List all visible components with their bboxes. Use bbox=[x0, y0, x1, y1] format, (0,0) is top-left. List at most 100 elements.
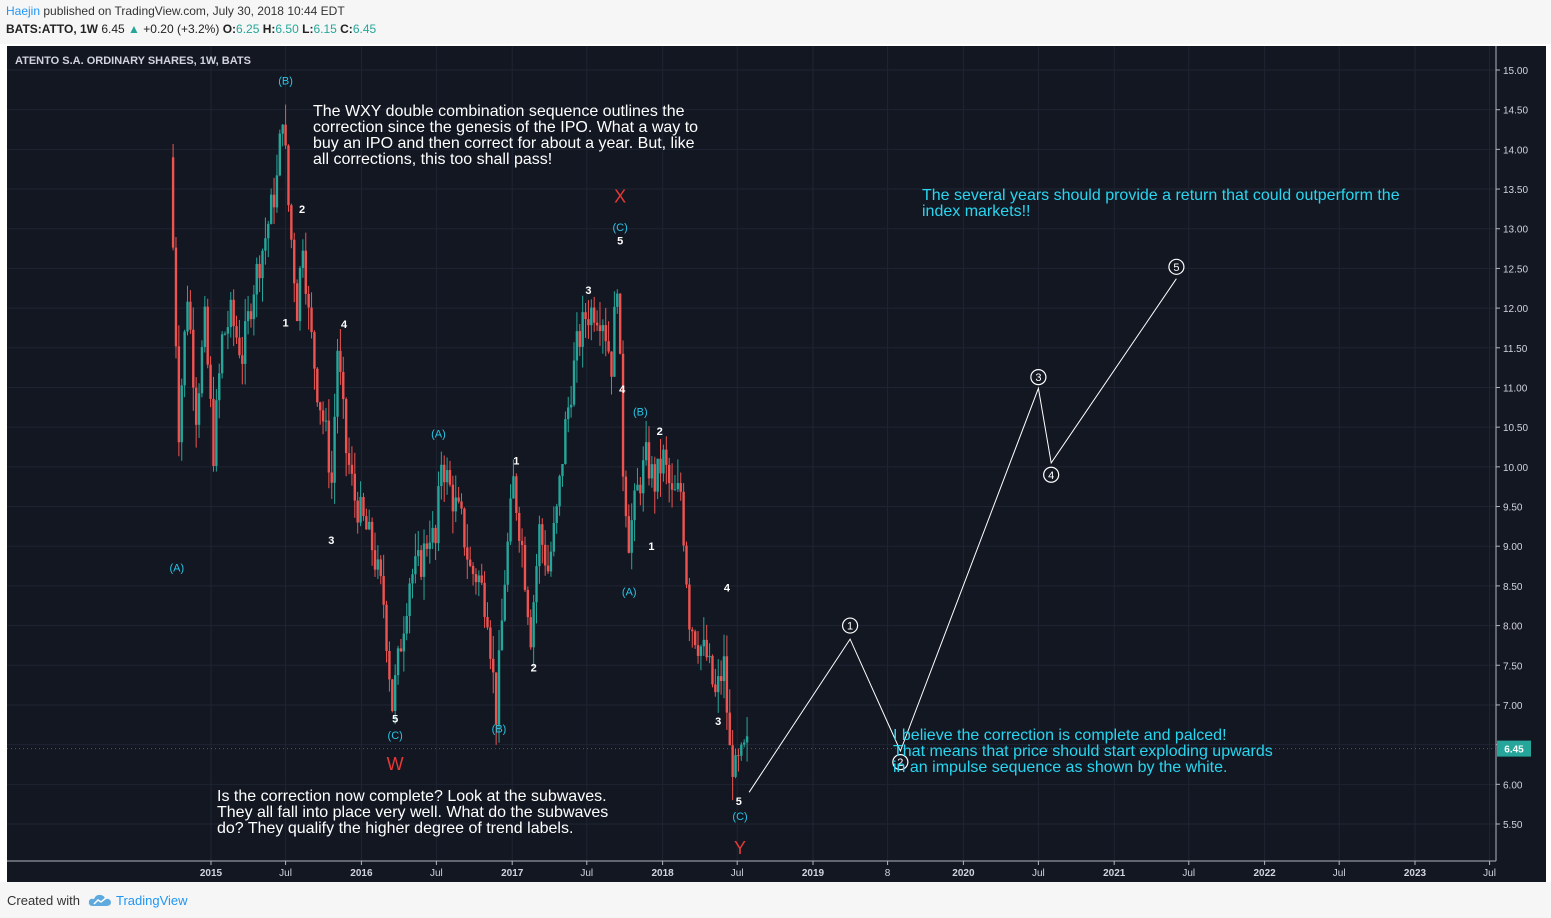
candle-body bbox=[682, 491, 685, 546]
wave-label: 5 bbox=[392, 713, 398, 725]
candle-body bbox=[711, 655, 714, 685]
candle-body bbox=[477, 575, 481, 583]
projection-circle bbox=[892, 753, 909, 771]
candle-body bbox=[206, 306, 209, 365]
wave-label: 4 bbox=[619, 384, 626, 396]
candle-body bbox=[405, 615, 408, 634]
candle-body bbox=[194, 387, 198, 425]
candle-body bbox=[670, 483, 674, 490]
candle-body bbox=[647, 442, 651, 479]
note-wxy-line: correction since the genesis of the IPO.… bbox=[313, 119, 698, 136]
candle-body bbox=[659, 458, 662, 474]
candle-body bbox=[480, 575, 483, 583]
candle-body bbox=[393, 675, 397, 711]
candle-body bbox=[353, 473, 357, 501]
candle-body bbox=[731, 745, 734, 777]
candle-body bbox=[618, 293, 622, 354]
annotation-notes: The WXY double combination sequence outl… bbox=[217, 103, 1400, 837]
y-tick-label: 5.50 bbox=[1503, 820, 1523, 831]
candle-body bbox=[258, 263, 261, 279]
low-label: L: bbox=[302, 22, 314, 36]
price-chart[interactable]: ATENTO S.A. ORDINARY SHARES, 1W, BATS 12… bbox=[7, 46, 1546, 882]
candle-body bbox=[200, 346, 204, 394]
candle-body bbox=[189, 301, 192, 330]
y-axis: 15.00 14.50 14.00 13.50 13.00 12.50 12.00 11.50… bbox=[1496, 66, 1528, 831]
chart-grid bbox=[7, 46, 1496, 861]
candle-body bbox=[359, 496, 362, 523]
candle-body bbox=[445, 470, 449, 483]
wave-label: (A) bbox=[169, 563, 184, 575]
candle-body bbox=[370, 521, 374, 551]
candle-body bbox=[278, 133, 282, 176]
projection-label: 1 bbox=[847, 621, 853, 633]
x-tick-label: Jul bbox=[580, 868, 593, 879]
candle-body bbox=[327, 420, 331, 473]
open-value: 6.25 bbox=[236, 22, 260, 36]
note-subwaves-line: They all fall into place very well. What… bbox=[217, 804, 608, 821]
y-tick-label: 14.50 bbox=[1503, 106, 1528, 117]
close-value: 6.45 bbox=[352, 22, 377, 36]
candle-body bbox=[272, 194, 276, 208]
candle-body bbox=[518, 512, 521, 541]
candle-body bbox=[414, 556, 417, 575]
candle-body bbox=[203, 306, 207, 347]
wave-labels-group: (A) (B) 1 2 3 4 5 (C) W (A) (B) 1 2 3 X (C) 5 4 (B) 2 (A) 1 4 3… bbox=[169, 75, 747, 858]
tradingview-link[interactable]: TradingView bbox=[88, 890, 188, 910]
candle-body bbox=[607, 341, 610, 352]
last-price: 6.45 bbox=[101, 22, 125, 36]
candle-body bbox=[468, 559, 472, 566]
candle-body bbox=[192, 329, 195, 388]
candle-body bbox=[388, 650, 391, 680]
note-impulse-line: That means that price should start explo… bbox=[893, 743, 1273, 760]
candle-body bbox=[443, 464, 446, 483]
candle-body bbox=[457, 497, 460, 502]
candle-body bbox=[298, 267, 302, 322]
candle-body bbox=[290, 205, 293, 240]
x-tick-label: Jul bbox=[731, 868, 744, 879]
candle-body bbox=[287, 145, 290, 206]
candle-body bbox=[624, 476, 628, 517]
candle-body bbox=[434, 527, 437, 544]
candle-body bbox=[373, 550, 377, 570]
candle-body bbox=[702, 639, 706, 647]
tradingview-brand[interactable]: TradingView bbox=[116, 892, 188, 908]
candle-body bbox=[662, 449, 665, 474]
note-wxy-line: all corrections, this too shall pass! bbox=[313, 151, 552, 168]
x-tick-label: 2016 bbox=[350, 868, 373, 879]
x-tick-label: 2022 bbox=[1253, 868, 1276, 879]
candle-body bbox=[722, 656, 726, 682]
symbol-quote-line: BATS:ATTO, 1W 6.45 ▲ +0.20 (+3.2%) O:6.2… bbox=[6, 22, 376, 36]
x-tick-label: Jul bbox=[1333, 868, 1346, 879]
candle-body bbox=[316, 368, 319, 403]
wave-label: 1 bbox=[513, 455, 519, 467]
candle-body bbox=[494, 672, 498, 725]
candle-body bbox=[223, 333, 227, 335]
candle-body bbox=[489, 627, 492, 659]
publish-header: Haejin published on TradingView.com, Jul… bbox=[0, 0, 1551, 44]
candle-body bbox=[509, 498, 512, 542]
candle-body bbox=[402, 633, 406, 652]
candle-body bbox=[656, 458, 659, 492]
candle-body bbox=[347, 453, 351, 465]
projection-label: 4 bbox=[1048, 470, 1054, 482]
wave-label: (B) bbox=[492, 724, 507, 736]
candle-body bbox=[295, 283, 299, 322]
wave-label: (A) bbox=[431, 428, 446, 440]
candle-body bbox=[183, 331, 186, 386]
y-tick-label: 14.00 bbox=[1503, 145, 1528, 156]
candle-body bbox=[235, 326, 238, 338]
author-link[interactable]: Haejin bbox=[6, 4, 41, 18]
candle-body bbox=[572, 360, 576, 405]
x-tick-label: 2020 bbox=[952, 868, 975, 879]
candle-body bbox=[532, 602, 535, 648]
wave-label: X bbox=[614, 187, 626, 207]
candle-body bbox=[541, 524, 544, 545]
candle-body bbox=[177, 346, 181, 443]
candle-body bbox=[275, 175, 279, 208]
wave-label: Y bbox=[734, 838, 746, 858]
candle-body bbox=[595, 322, 599, 326]
y-tick-label: 13.00 bbox=[1503, 225, 1528, 236]
candle-body bbox=[391, 679, 394, 711]
candle-body bbox=[264, 238, 267, 251]
